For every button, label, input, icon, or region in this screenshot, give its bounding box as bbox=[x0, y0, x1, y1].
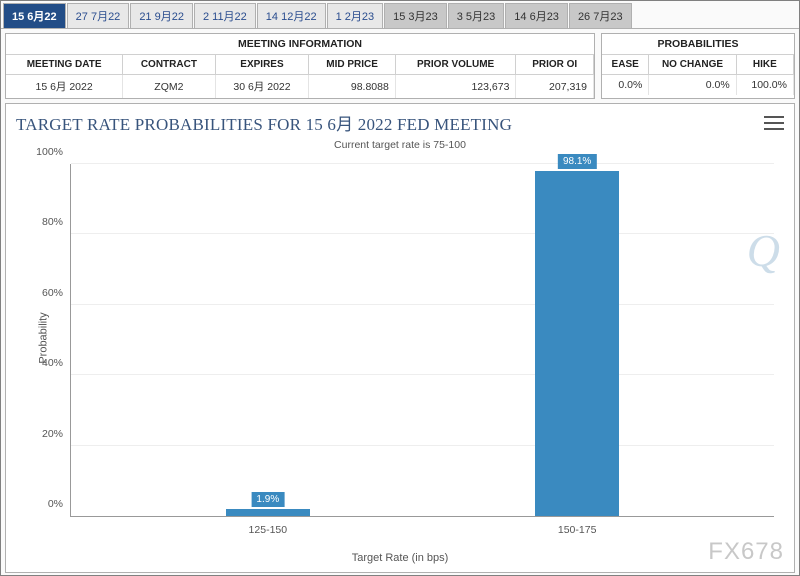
table-header: MEETING DATE bbox=[6, 55, 123, 75]
table-cell: 98.8088 bbox=[309, 75, 395, 99]
table-header: HIKE bbox=[736, 55, 793, 75]
chart-panel: TARGET RATE PROBABILITIES FOR 15 6月 2022… bbox=[5, 103, 795, 573]
watermark-fx: FX678 bbox=[708, 538, 784, 566]
x-tick: 125-150 bbox=[249, 516, 288, 536]
x-tick: 150-175 bbox=[558, 516, 597, 536]
table-header: CONTRACT bbox=[123, 55, 215, 75]
y-tick: 100% bbox=[36, 146, 71, 158]
tab-2[interactable]: 21 9月22 bbox=[130, 3, 193, 28]
y-tick: 40% bbox=[42, 357, 71, 369]
tab-8[interactable]: 14 6月23 bbox=[505, 3, 568, 28]
table-header: PRIOR OI bbox=[516, 55, 594, 75]
tab-9[interactable]: 26 7月23 bbox=[569, 3, 632, 28]
meeting-info-title: MEETING INFORMATION bbox=[6, 34, 594, 55]
grid-line bbox=[71, 163, 774, 164]
table-header: EXPIRES bbox=[215, 55, 309, 75]
table-cell: 100.0% bbox=[736, 75, 793, 96]
table-header: EASE bbox=[602, 55, 649, 75]
chart-subtitle: Current target rate is 75-100 bbox=[6, 139, 794, 151]
meeting-info-panel: MEETING INFORMATION MEETING DATECONTRACT… bbox=[5, 33, 595, 99]
grid-line bbox=[71, 304, 774, 305]
bar-label: 1.9% bbox=[251, 492, 284, 507]
tab-6[interactable]: 15 3月23 bbox=[384, 3, 447, 28]
grid-line bbox=[71, 374, 774, 375]
plot-area: 0%20%40%60%80%100%1.9%125-15098.1%150-17… bbox=[70, 164, 774, 517]
grid-line bbox=[71, 233, 774, 234]
tab-0[interactable]: 15 6月22 bbox=[3, 3, 66, 28]
grid-line bbox=[71, 445, 774, 446]
bar-1[interactable]: 98.1% bbox=[535, 171, 619, 516]
y-axis-label: Probability bbox=[38, 312, 50, 363]
tab-4[interactable]: 14 12月22 bbox=[257, 3, 326, 28]
table-cell: 30 6月 2022 bbox=[215, 75, 309, 99]
table-cell: 15 6月 2022 bbox=[6, 75, 123, 99]
bar-label: 98.1% bbox=[558, 154, 596, 169]
tab-7[interactable]: 3 5月23 bbox=[448, 3, 505, 28]
x-axis-label: Target Rate (in bps) bbox=[352, 552, 449, 564]
date-tabs: 15 6月2227 7月2221 9月222 11月2214 12月221 2月… bbox=[1, 1, 799, 29]
y-tick: 80% bbox=[42, 216, 71, 228]
table-cell: 207,319 bbox=[516, 75, 594, 99]
y-tick: 20% bbox=[42, 428, 71, 440]
hamburger-icon[interactable] bbox=[764, 114, 784, 132]
table-cell: 0.0% bbox=[649, 75, 736, 96]
probabilities-panel: PROBABILITIES EASENO CHANGEHIKE 0.0%0.0%… bbox=[601, 33, 795, 99]
table-header: NO CHANGE bbox=[649, 55, 736, 75]
table-header: PRIOR VOLUME bbox=[395, 55, 516, 75]
probabilities-title: PROBABILITIES bbox=[602, 34, 794, 55]
y-tick: 60% bbox=[42, 287, 71, 299]
probabilities-table: EASENO CHANGEHIKE 0.0%0.0%100.0% bbox=[602, 55, 794, 95]
bar-0[interactable]: 1.9% bbox=[226, 509, 310, 516]
tab-1[interactable]: 27 7月22 bbox=[67, 3, 130, 28]
tab-5[interactable]: 1 2月23 bbox=[327, 3, 384, 28]
table-cell: 0.0% bbox=[602, 75, 649, 96]
tab-3[interactable]: 2 11月22 bbox=[194, 3, 256, 28]
y-tick: 0% bbox=[48, 498, 71, 510]
table-cell: 123,673 bbox=[395, 75, 516, 99]
table-cell: ZQM2 bbox=[123, 75, 215, 99]
meeting-info-table: MEETING DATECONTRACTEXPIRESMID PRICEPRIO… bbox=[6, 55, 594, 98]
table-header: MID PRICE bbox=[309, 55, 395, 75]
info-row: MEETING INFORMATION MEETING DATECONTRACT… bbox=[1, 29, 799, 103]
chart-title: TARGET RATE PROBABILITIES FOR 15 6月 2022… bbox=[16, 110, 512, 135]
